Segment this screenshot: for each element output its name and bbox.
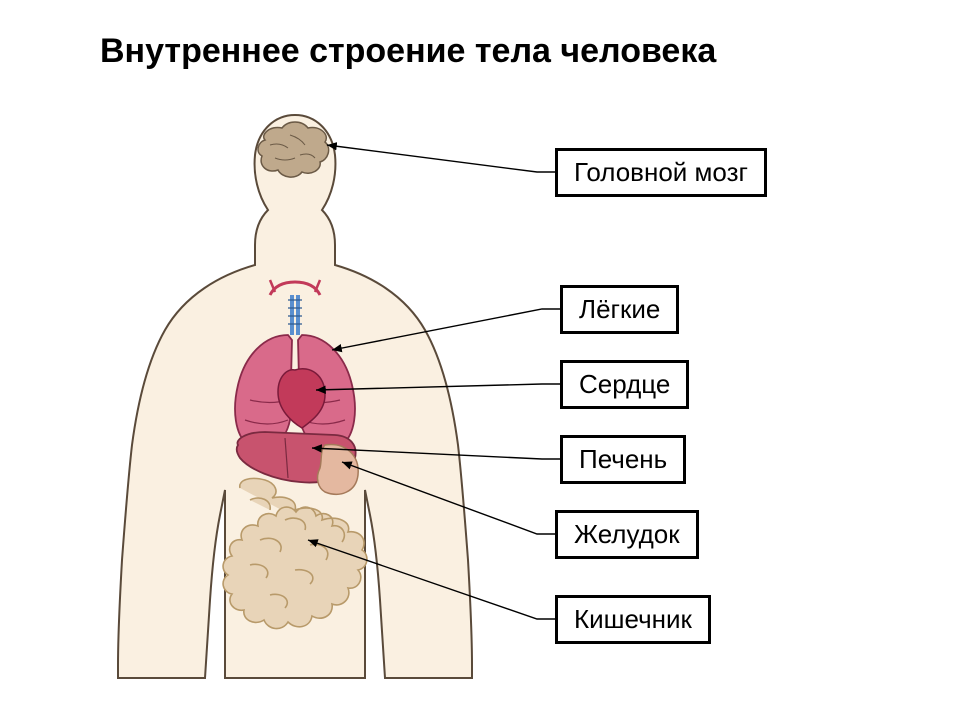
- page-title: Внутреннее строение тела человека: [100, 32, 716, 71]
- label-heart: Сердце: [560, 360, 689, 409]
- label-lungs: Лёгкие: [560, 285, 679, 334]
- label-intestines: Кишечник: [555, 595, 711, 644]
- label-stomach: Желудок: [555, 510, 699, 559]
- label-brain: Головной мозг: [555, 148, 767, 197]
- brain-organ: [258, 122, 329, 177]
- label-liver: Печень: [560, 435, 686, 484]
- anatomy-diagram: [110, 100, 480, 680]
